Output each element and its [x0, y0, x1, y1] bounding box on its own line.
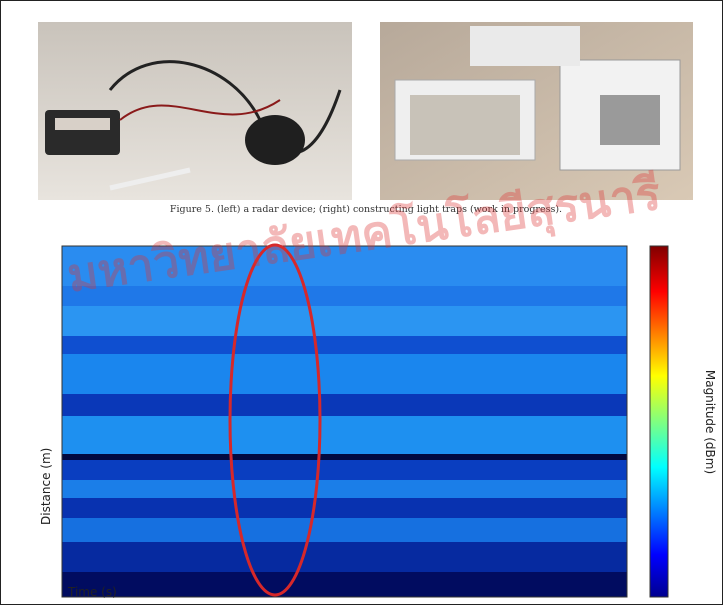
- colorbar-label: Magnitude (dBm): [703, 370, 717, 474]
- x-axis-label: Time (s): [67, 585, 117, 599]
- spectrogram: Distance (m) Time (s) Magnitude (dBm): [39, 245, 717, 599]
- page: Figure 5. (left) a radar device; (right)…: [0, 0, 723, 605]
- photo-radar-device: [38, 22, 352, 200]
- y-axis-label: Distance (m): [39, 448, 53, 525]
- colorbar: [650, 246, 668, 597]
